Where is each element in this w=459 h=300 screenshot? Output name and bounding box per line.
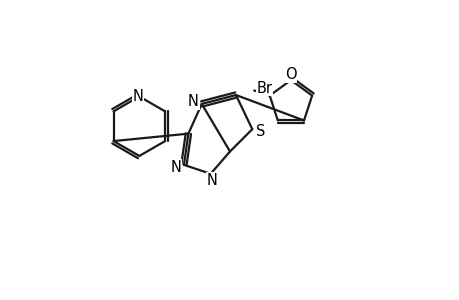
Text: S: S — [255, 124, 265, 139]
Text: N: N — [188, 94, 198, 109]
Text: N: N — [132, 89, 143, 104]
Text: N: N — [206, 173, 217, 188]
Text: O: O — [285, 67, 296, 82]
Text: N: N — [170, 160, 181, 175]
Text: Br: Br — [256, 81, 272, 96]
